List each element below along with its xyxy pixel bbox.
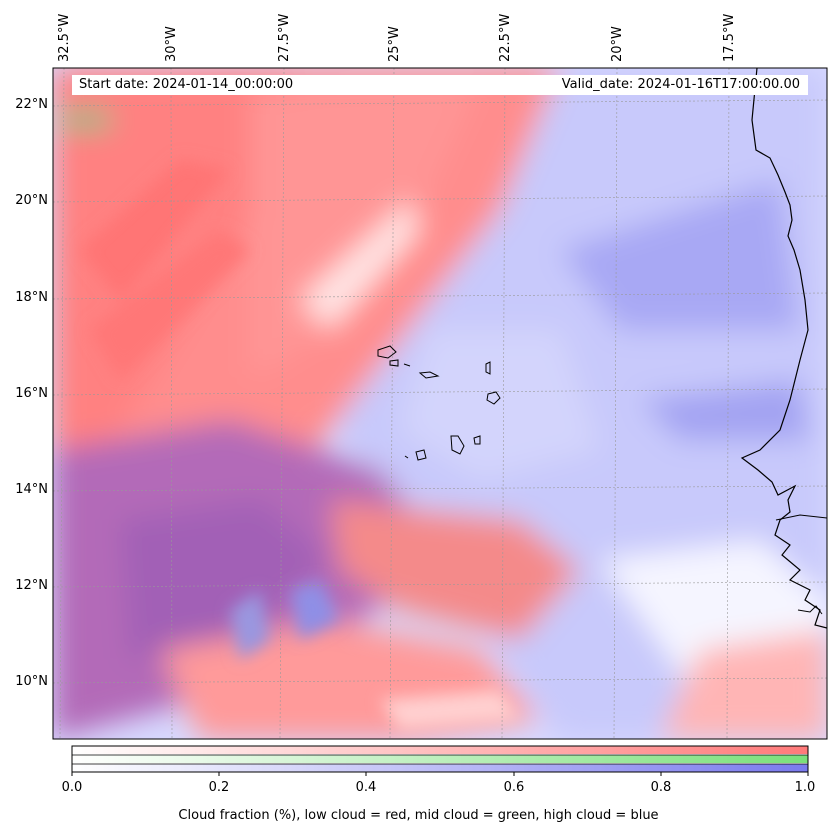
cloud-fraction-field [53,68,827,739]
lat-tick-label: 18°N [15,290,48,305]
lon-tick-label: 25°W [387,26,402,62]
lat-tick-label: 12°N [15,578,48,593]
colorbar-tick-label: 0.4 [355,780,377,795]
colorbar-tick-label: 0.8 [650,780,672,795]
colorbar-high-cloud [72,764,808,772]
colorbar-tick-label: 1.0 [794,780,816,795]
colorbar-caption: Cloud fraction (%), low cloud = red, mid… [178,808,659,823]
colorbar [71,745,809,776]
cape-verde-islands [377,345,501,461]
date-info-box: Start date: 2024-01-14_00:00:00 Valid_da… [72,75,808,95]
lon-tick-label: 27.5°W [277,13,292,62]
lat-tick-label: 20°N [15,193,48,208]
lon-tick-label: 30°W [164,26,179,62]
coastline [740,68,827,629]
map-frame [52,67,828,740]
start-date-text: Start date: 2024-01-14_00:00:00 [79,77,294,92]
lat-tick-label: 10°N [15,674,48,689]
colorbar-tick-label: 0.0 [61,780,83,795]
colorbar-low-cloud [72,746,808,754]
lon-tick-label: 17.5°W [722,13,737,62]
lon-tick-label: 32.5°W [57,13,72,62]
graticule [53,68,827,739]
valid-date-text: Valid_date: 2024-01-16T17:00:00.00 [561,77,800,92]
lat-tick-label: 16°N [15,386,48,401]
colorbar-mid-cloud [72,755,808,763]
colorbar-tick-label: 0.2 [208,780,230,795]
colorbar-tick-label: 0.6 [503,780,525,795]
lon-tick-label: 20°W [610,26,625,62]
lat-tick-label: 14°N [15,482,48,497]
lon-tick-label: 22.5°W [498,13,513,62]
lat-tick-label: 22°N [15,97,48,112]
